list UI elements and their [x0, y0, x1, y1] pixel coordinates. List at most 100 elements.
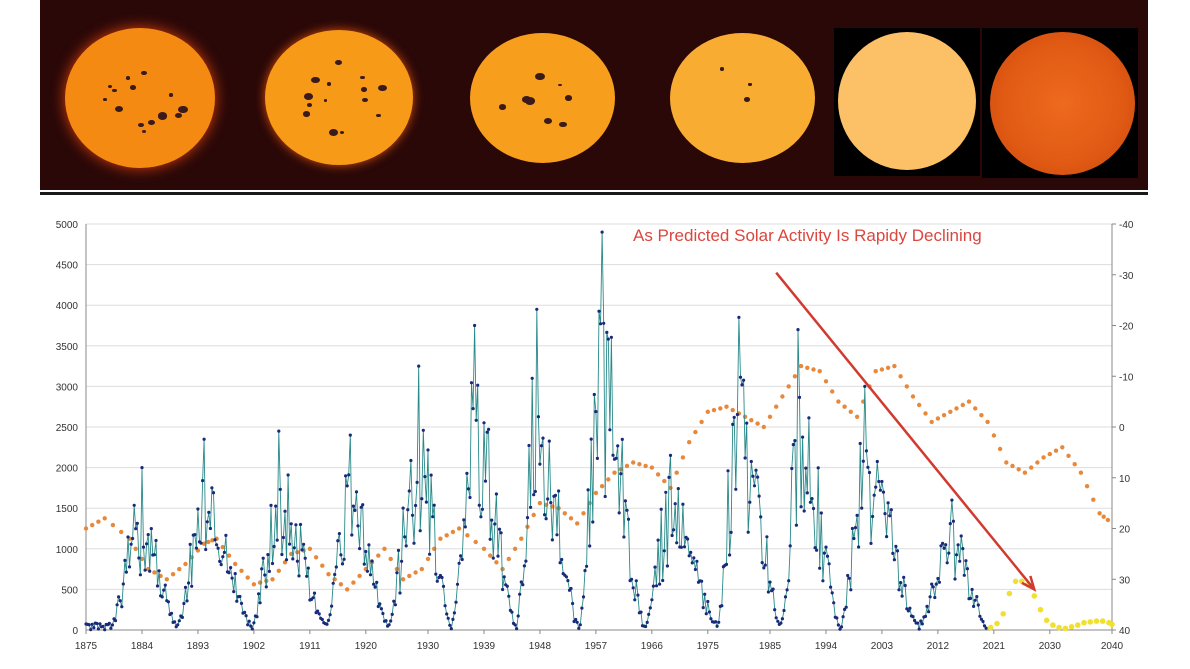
sunspot-point — [658, 582, 662, 586]
y-right-tick-label: -30 — [1119, 271, 1134, 282]
sunspot-point — [850, 526, 855, 531]
sunspot-point — [466, 487, 470, 491]
predicted-point — [419, 566, 424, 572]
sunspot-point — [703, 592, 707, 596]
sun-image-2 — [265, 30, 413, 165]
sunspot-point — [232, 590, 236, 594]
sunspot-point — [320, 617, 324, 622]
sunspot-point — [679, 545, 684, 549]
sunspot-point — [95, 621, 99, 626]
predicted-point — [102, 516, 107, 521]
forecast-point — [1031, 593, 1038, 599]
sunspot — [311, 76, 320, 84]
sunspot-point — [227, 571, 231, 575]
sunspot-point — [965, 567, 970, 571]
x-tick-label: 1957 — [585, 641, 608, 652]
predicted-series — [83, 363, 1111, 592]
sunspot-point — [693, 567, 698, 572]
sunspot-point — [312, 591, 317, 595]
sunspot-point — [889, 508, 893, 512]
predicted-point — [836, 399, 841, 404]
sunspot-point — [143, 568, 147, 572]
sunspot-point — [210, 486, 214, 490]
sunspot-point — [375, 580, 379, 584]
sunspot-point — [216, 546, 220, 550]
predicted-point — [798, 363, 804, 369]
sunspot-point — [311, 596, 315, 600]
x-tick-label: 2021 — [983, 641, 1006, 652]
sunspot-point — [218, 559, 222, 563]
predicted-point — [537, 500, 543, 506]
y-left-tick-label: 1000 — [56, 545, 79, 556]
sunspot-point — [247, 619, 251, 623]
decline-arrow — [775, 271, 1037, 592]
sunspot-point — [785, 588, 789, 592]
x-tick-label: 2040 — [1101, 641, 1124, 652]
sunspot-point — [260, 567, 264, 571]
predicted-point — [711, 407, 717, 413]
sunspot-point — [746, 530, 750, 534]
sunspot-point — [535, 307, 539, 311]
sunspot-point — [326, 618, 331, 622]
sunspot-point — [796, 328, 800, 332]
sunspot-point — [743, 456, 747, 460]
predicted-point — [655, 472, 661, 477]
sunspot-point — [462, 518, 466, 522]
sunspot-point — [288, 542, 292, 546]
divider — [40, 192, 1148, 195]
predicted-point — [438, 536, 443, 541]
sunspot-point — [948, 522, 952, 526]
sunspot-point — [272, 544, 276, 549]
predicted-point — [774, 404, 779, 409]
sunspot-point — [121, 582, 125, 586]
predicted-point — [164, 577, 169, 582]
sunspot-point — [185, 599, 189, 603]
sunspot-point — [497, 527, 502, 531]
sunspot-point — [793, 439, 797, 443]
sunspot-point — [737, 315, 741, 319]
sunspot-point — [347, 473, 351, 477]
x-tick-label: 1966 — [641, 641, 664, 652]
sunspot-point — [482, 421, 486, 425]
sunspot-point — [928, 595, 932, 599]
sunspot — [544, 118, 552, 125]
sunspot — [748, 83, 752, 86]
sunspot-point — [115, 603, 119, 607]
sunspot-point — [903, 583, 907, 588]
sunspot-point — [686, 537, 690, 541]
predicted-point — [332, 577, 337, 582]
sunspot-point — [350, 533, 354, 537]
sunspot-point — [550, 538, 555, 542]
sunspot-point — [760, 561, 764, 565]
sunspot-point — [124, 570, 128, 574]
sunspot-point — [968, 596, 973, 600]
predicted-point — [693, 429, 698, 435]
x-tick-label: 1902 — [243, 641, 266, 652]
sunspot-point — [525, 516, 530, 520]
sunspot-point — [393, 603, 397, 607]
sunspot-point — [954, 553, 959, 557]
sunspot-point — [155, 584, 160, 588]
sunspot-point — [606, 337, 610, 341]
sunspot-point — [409, 458, 413, 463]
predicted-point — [991, 433, 997, 438]
sunspot-point — [148, 569, 152, 573]
sunspot-point — [676, 487, 680, 491]
predicted-point — [400, 577, 406, 582]
sunspot-point — [441, 584, 446, 588]
sunspot-point — [373, 585, 377, 589]
sunspot-point — [852, 536, 856, 541]
sunspot-point — [578, 623, 582, 627]
sun-image-6 — [990, 32, 1135, 175]
sunspot-point — [426, 448, 430, 452]
sunspot-point — [529, 505, 533, 509]
predicted-point — [233, 561, 238, 567]
predicted-point — [680, 455, 686, 460]
predicted-point — [929, 419, 934, 425]
predicted-point — [879, 367, 885, 372]
sunspot-point — [469, 381, 474, 385]
sunspot-point — [92, 626, 96, 630]
sunspot-point — [877, 479, 881, 484]
sunspot-point — [895, 549, 900, 553]
forecast-point — [1050, 622, 1056, 628]
